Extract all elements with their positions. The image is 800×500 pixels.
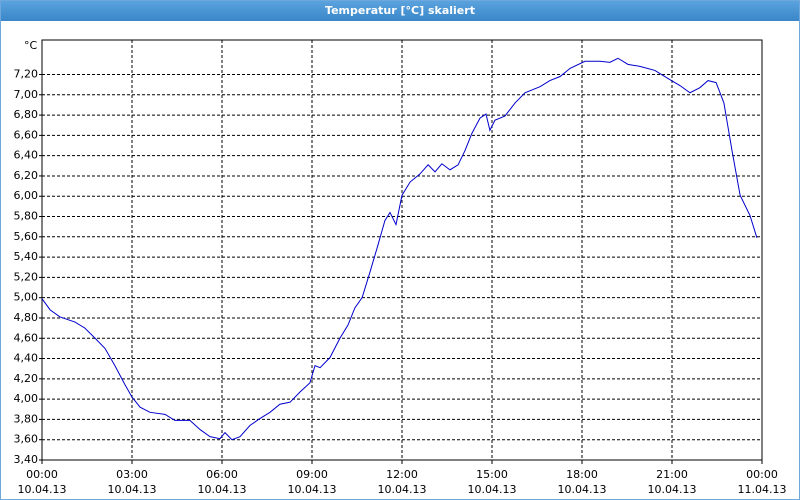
y-tick-label: 4,80 xyxy=(14,311,39,324)
x-tick-label: 00:00 xyxy=(26,468,58,481)
chart-title: Temperatur [°C] skaliert xyxy=(325,4,475,17)
y-tick-label: 4,40 xyxy=(14,352,39,365)
title-bar: Temperatur [°C] skaliert xyxy=(1,1,799,21)
x-tick-date: 10.04.13 xyxy=(378,483,427,496)
y-tick-label: 6,20 xyxy=(14,169,39,182)
y-tick-label: 5,00 xyxy=(14,291,39,304)
y-tick-label: 6,60 xyxy=(14,128,39,141)
x-tick-label: 06:00 xyxy=(206,468,238,481)
x-tick-date: 10.04.13 xyxy=(108,483,157,496)
y-tick-label: 5,20 xyxy=(14,270,39,283)
x-tick-label: 00:00 xyxy=(746,468,778,481)
y-tick-label: 5,80 xyxy=(14,210,39,223)
y-tick-label: 5,40 xyxy=(14,250,39,263)
x-tick-date: 10.04.13 xyxy=(558,483,607,496)
x-tick-date: 10.04.13 xyxy=(468,483,517,496)
x-tick-date: 11.04.13 xyxy=(738,483,787,496)
y-tick-label: 5,60 xyxy=(14,230,39,243)
y-tick-label: 3,80 xyxy=(14,412,39,425)
y-tick-label: 4,20 xyxy=(14,372,39,385)
y-tick-label: 7,20 xyxy=(14,67,39,80)
x-tick-label: 09:00 xyxy=(296,468,328,481)
y-tick-label: 4,00 xyxy=(14,392,39,405)
x-tick-date: 10.04.13 xyxy=(288,483,337,496)
y-tick-label: 6,80 xyxy=(14,108,39,121)
y-tick-label: 3,40 xyxy=(14,453,39,466)
y-tick-label: 6,40 xyxy=(14,149,39,162)
y-tick-label: 3,60 xyxy=(14,433,39,446)
x-tick-date: 10.04.13 xyxy=(18,483,67,496)
x-tick-label: 18:00 xyxy=(566,468,598,481)
x-tick-label: 21:00 xyxy=(656,468,688,481)
y-tick-label: 6,00 xyxy=(14,189,39,202)
y-tick-label: 4,60 xyxy=(14,331,39,344)
plot-frame xyxy=(41,39,763,461)
x-tick-label: 15:00 xyxy=(476,468,508,481)
y-tick-label: 7,00 xyxy=(14,88,39,101)
data-line xyxy=(41,57,758,441)
x-tick-date: 10.04.13 xyxy=(198,483,247,496)
x-tick-label: 03:00 xyxy=(116,468,148,481)
x-tick-date: 10.04.13 xyxy=(648,483,697,496)
x-tick-label: 12:00 xyxy=(386,468,418,481)
y-unit: °C xyxy=(24,39,38,52)
